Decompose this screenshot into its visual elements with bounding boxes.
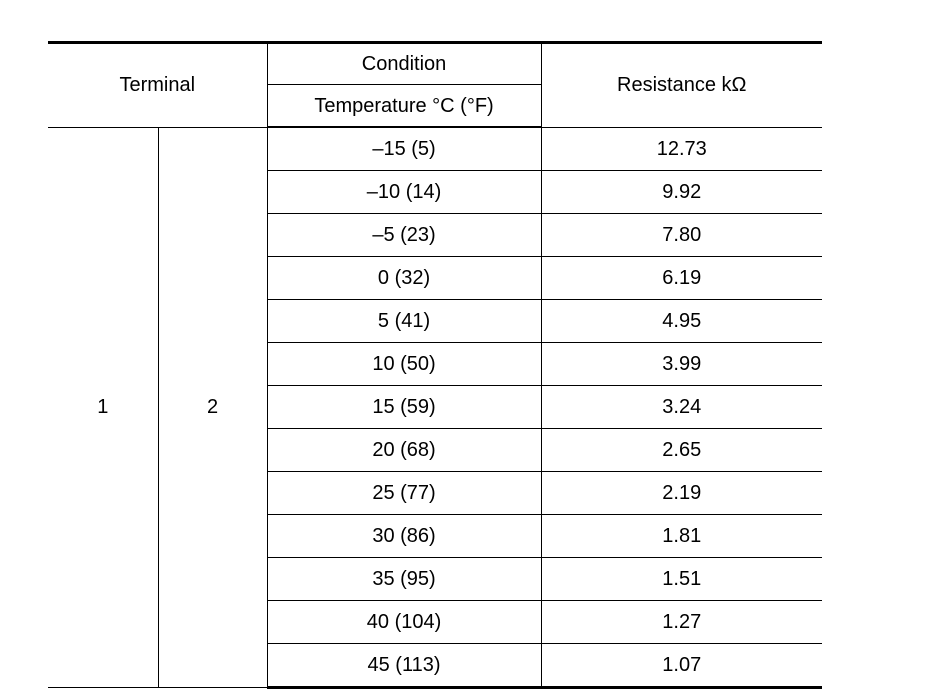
resistance-cell: 7.80 — [540, 213, 823, 257]
resistance-cell: 6.19 — [540, 256, 823, 300]
temperature-cell: 45 (113) — [267, 643, 542, 689]
temperature-cell: 10 (50) — [267, 342, 542, 386]
table-row: –10 (14) 9.92 — [48, 170, 823, 214]
temperature-cell: –5 (23) — [267, 213, 542, 257]
temperature-header: Temperature °C (°F) — [267, 84, 542, 128]
terminal-1-cell: 1 — [48, 126, 159, 688]
resistance-cell: 2.19 — [540, 471, 823, 515]
table-row: 30 (86) 1.81 — [48, 514, 823, 558]
table-row: 10 (50) 3.99 — [48, 342, 823, 386]
table-row: 1 2 –15 (5) 12.73 — [48, 126, 823, 688]
table-header-row: Terminal Condition Resistance kΩ — [48, 41, 823, 128]
temperature-cell: –10 (14) — [267, 170, 542, 214]
temperature-cell: 25 (77) — [267, 471, 542, 515]
resistance-cell: 9.92 — [540, 170, 823, 214]
temperature-cell: 35 (95) — [267, 557, 542, 601]
resistance-cell: 1.27 — [540, 600, 823, 644]
resistance-cell: 4.95 — [540, 299, 823, 343]
resistance-cell: 3.24 — [540, 385, 823, 429]
temperature-cell: 5 (41) — [267, 299, 542, 343]
table-row: 35 (95) 1.51 — [48, 557, 823, 601]
temperature-cell: 30 (86) — [267, 514, 542, 558]
table-row: 45 (113) 1.07 — [48, 643, 823, 689]
resistance-cell: 1.81 — [540, 514, 823, 558]
temperature-cell: –15 (5) — [266, 126, 542, 171]
temperature-cell: 40 (104) — [267, 600, 542, 644]
condition-header: Condition — [266, 41, 542, 85]
resistance-cell: 12.73 — [540, 126, 823, 171]
resistance-cell: 1.51 — [540, 557, 823, 601]
table-subheader-row: Temperature °C (°F) — [48, 84, 822, 128]
table-row: 20 (68) 2.65 — [48, 428, 823, 472]
table-row: 25 (77) 2.19 — [48, 471, 823, 515]
temperature-cell: 15 (59) — [267, 385, 542, 429]
table-row: 5 (41) 4.95 — [48, 299, 823, 343]
terminal-header: Terminal — [48, 41, 268, 128]
resistance-header: Resistance kΩ — [540, 41, 823, 128]
table-body: 1 2 –15 (5) 12.73 –10 (14) 9.92 –5 (23) 7.80 0 (… — [48, 126, 823, 689]
resistance-cell: 2.65 — [540, 428, 823, 472]
temperature-cell: 20 (68) — [267, 428, 542, 472]
resistance-cell: 1.07 — [540, 643, 823, 689]
resistance-cell: 3.99 — [540, 342, 823, 386]
resistance-spec-table: Terminal Condition Resistance kΩ Tempera… — [48, 41, 823, 689]
terminal-2-cell: 2 — [157, 126, 268, 688]
temperature-cell: 0 (32) — [267, 256, 542, 300]
